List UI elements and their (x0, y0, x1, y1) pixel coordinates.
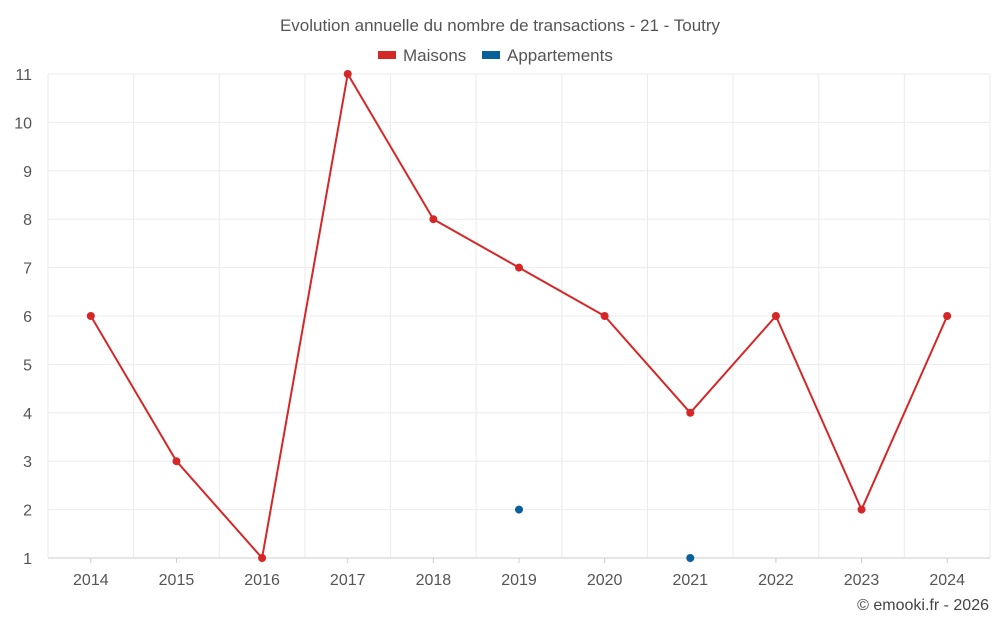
y-tick-label: 11 (15, 67, 32, 84)
y-tick-label: 6 (23, 309, 32, 326)
data-point-appartements-2021[interactable] (686, 554, 695, 562)
x-tick-label: 2019 (501, 572, 537, 589)
data-point-appartements-2019[interactable] (515, 505, 523, 514)
x-tick-label: 2018 (416, 572, 452, 589)
x-tick-label: 2020 (587, 572, 623, 589)
data-point-maisons-2018[interactable] (429, 215, 438, 224)
y-tick-label: 8 (23, 212, 32, 229)
y-tick-label: 5 (23, 357, 32, 374)
credit-text: © emooki.fr - 2026 (857, 597, 989, 614)
data-point-maisons-2016[interactable] (258, 554, 267, 562)
y-tick-label: 9 (23, 164, 32, 181)
axes: 1 2 3 4 5 6 7 8 9 10 11 2014 2015 2016 2017 2018 2019 202… (14, 67, 990, 589)
grid (47, 73, 991, 558)
data-point-maisons-2024[interactable] (943, 312, 952, 320)
data-point-maisons-2020[interactable] (600, 312, 609, 320)
data-point-maisons-2021[interactable] (686, 408, 695, 417)
x-tick-label: 2022 (758, 572, 794, 589)
legend-label-appartements[interactable]: Appartements (507, 46, 613, 65)
data-point-maisons-2019[interactable] (515, 263, 523, 272)
series (86, 70, 952, 562)
y-tick-label: 2 (23, 503, 32, 520)
legend-swatch-maisons[interactable] (378, 51, 396, 59)
legend-swatch-appartements[interactable] (482, 51, 500, 59)
y-tick-label: 7 (23, 261, 32, 278)
chart-title: Evolution annuelle du nombre de transact… (280, 16, 721, 35)
x-tick-label: 2021 (672, 572, 708, 589)
data-point-maisons-2022[interactable] (771, 312, 780, 320)
data-point-maisons-2015[interactable] (172, 457, 181, 466)
x-tick-label: 2024 (929, 572, 965, 589)
y-tick-label: 1 (23, 551, 32, 568)
data-point-maisons-2017[interactable] (343, 70, 352, 78)
x-tick-label: 2016 (244, 572, 280, 589)
x-tick-label: 2023 (844, 572, 880, 589)
x-tick-label: 2014 (73, 572, 109, 589)
data-point-maisons-2014[interactable] (86, 312, 95, 320)
y-tick-label: 3 (23, 454, 32, 471)
x-tick-label: 2017 (330, 572, 366, 589)
y-tick-label: 4 (23, 406, 32, 423)
data-point-maisons-2023[interactable] (857, 505, 866, 514)
legend-label-maisons[interactable]: Maisons (403, 46, 466, 65)
y-tick-label: 10 (14, 115, 32, 132)
x-tick-label: 2015 (159, 572, 195, 589)
legend: Maisons Appartements (378, 46, 613, 65)
